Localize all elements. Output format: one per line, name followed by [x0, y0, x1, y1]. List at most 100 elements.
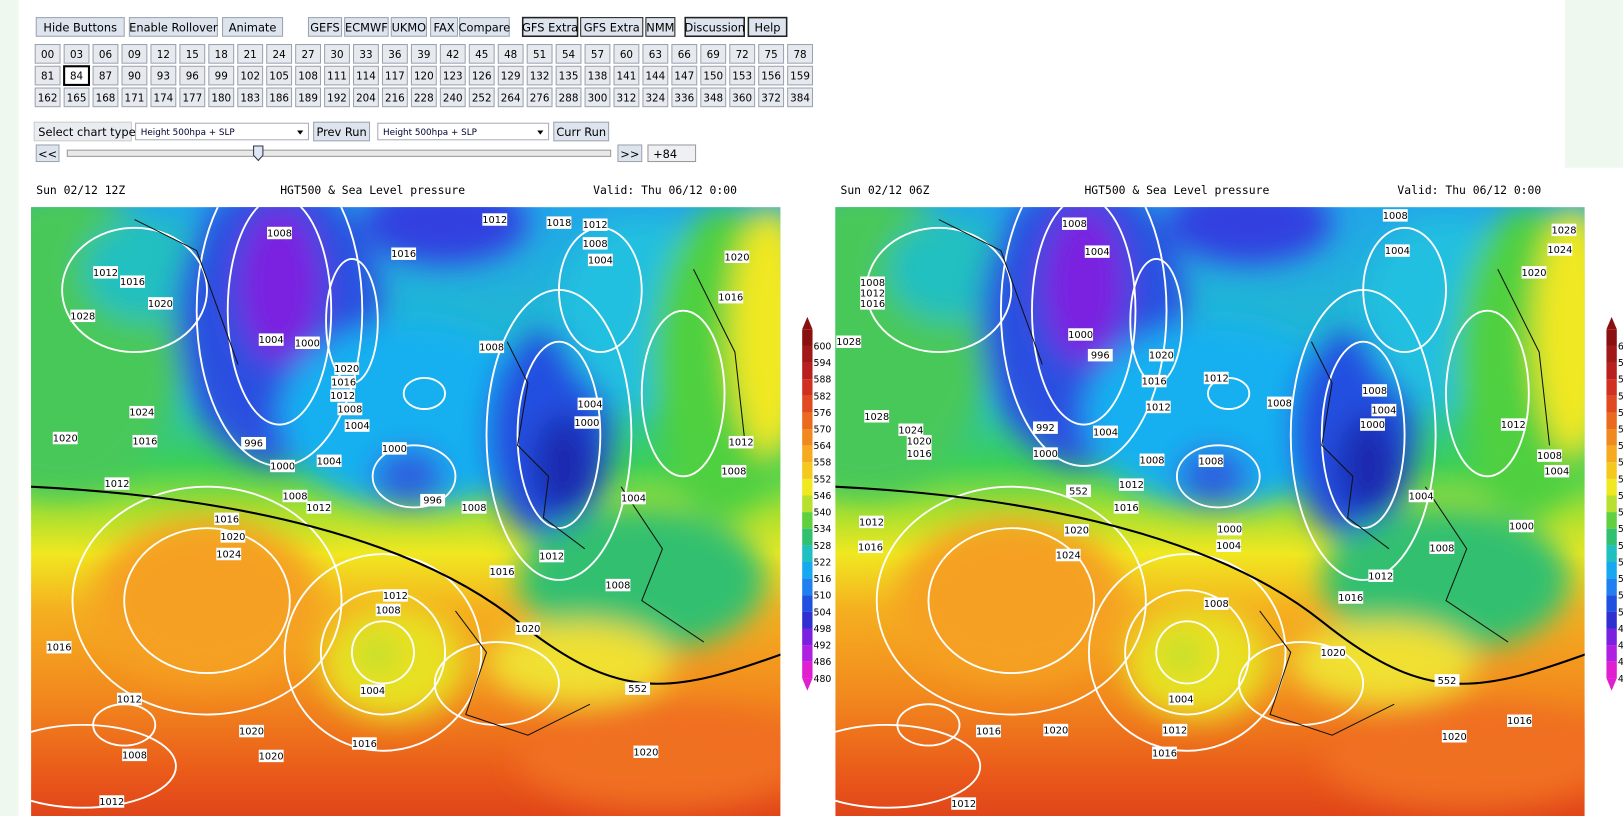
hour-button[interactable]: 72 — [729, 44, 756, 64]
hour-button[interactable]: 30 — [324, 44, 350, 64]
hour-button[interactable]: 162 — [34, 87, 61, 108]
hour-button[interactable]: 150 — [700, 65, 727, 86]
hour-button[interactable]: 159 — [787, 65, 814, 86]
hour-button[interactable]: 144 — [642, 65, 669, 86]
hour-button[interactable]: 336 — [671, 87, 698, 108]
chart-type-select[interactable]: Height 500hpa + SLP — [135, 122, 309, 141]
hour-button[interactable]: 09 — [121, 44, 148, 64]
hour-button[interactable]: 102 — [237, 65, 264, 86]
toolbar-button[interactable]: Hide Buttons — [35, 17, 125, 37]
hour-button[interactable]: 48 — [497, 44, 524, 64]
hour-button[interactable]: 105 — [266, 65, 293, 86]
hour-button[interactable]: 129 — [497, 65, 524, 86]
hour-button[interactable]: 39 — [410, 44, 437, 64]
hour-button[interactable]: 51 — [526, 44, 553, 64]
toolbar-button[interactable]: Help — [747, 16, 788, 38]
hour-button[interactable]: 15 — [179, 44, 206, 64]
hour-button[interactable]: 228 — [410, 87, 437, 108]
hour-button[interactable]: 18 — [208, 44, 235, 64]
hour-button[interactable]: 75 — [758, 44, 785, 64]
hour-button[interactable]: 240 — [439, 87, 466, 108]
hour-button[interactable]: 57 — [584, 44, 611, 64]
toolbar-button[interactable]: Compare — [459, 17, 511, 37]
toolbar-button[interactable]: GFS Extra — [521, 16, 579, 38]
hour-button[interactable]: 06 — [92, 44, 119, 64]
hour-button[interactable]: 372 — [758, 87, 785, 108]
hour-button[interactable]: 81 — [34, 65, 61, 86]
hour-button[interactable]: 87 — [92, 65, 119, 86]
hour-button[interactable]: 324 — [642, 87, 669, 108]
hour-button[interactable]: 96 — [179, 65, 206, 86]
hour-button[interactable]: 24 — [266, 44, 293, 64]
hour-button[interactable]: 114 — [353, 65, 379, 86]
hour-button[interactable]: 183 — [237, 87, 264, 108]
hour-button[interactable]: 66 — [671, 44, 698, 64]
hour-button[interactable]: 69 — [700, 44, 727, 64]
chart-type-select[interactable]: Height 500hpa + SLP — [377, 122, 550, 141]
hour-button[interactable]: 384 — [787, 87, 814, 108]
hour-button[interactable]: 138 — [584, 65, 611, 86]
hour-button[interactable]: 165 — [63, 87, 90, 108]
hour-button[interactable]: 108 — [295, 65, 322, 86]
hour-button[interactable]: 300 — [584, 87, 611, 108]
hour-button[interactable]: 168 — [92, 87, 119, 108]
hour-button[interactable]: 33 — [353, 44, 379, 64]
hour-button[interactable]: 288 — [555, 87, 582, 108]
hour-button[interactable]: 63 — [642, 44, 669, 64]
hour-button[interactable]: 27 — [295, 44, 322, 64]
toolbar-button[interactable]: GFS Extra — [580, 17, 644, 37]
hour-button[interactable]: 141 — [613, 65, 640, 86]
hour-button[interactable]: 126 — [468, 65, 495, 86]
hour-button[interactable]: 189 — [295, 87, 322, 108]
hour-button[interactable]: 93 — [150, 65, 177, 86]
hour-button[interactable]: 117 — [381, 65, 408, 86]
hour-button[interactable]: 03 — [63, 44, 90, 64]
toolbar-button[interactable]: GEFS — [307, 17, 343, 37]
hour-button[interactable]: 42 — [439, 44, 466, 64]
toolbar-button[interactable]: Discussion — [684, 16, 745, 38]
hour-button[interactable]: 252 — [468, 87, 495, 108]
hour-button[interactable]: 123 — [439, 65, 466, 86]
prev-run-button[interactable]: Prev Run — [313, 121, 371, 142]
hour-button[interactable]: 111 — [324, 65, 350, 86]
hour-button[interactable]: 180 — [208, 87, 235, 108]
hour-button[interactable]: 177 — [179, 87, 206, 108]
hour-button[interactable]: 36 — [381, 44, 408, 64]
back-button[interactable]: << — [35, 144, 60, 163]
hour-button[interactable]: 60 — [613, 44, 640, 64]
hour-button[interactable]: 90 — [121, 65, 148, 86]
hour-button[interactable]: 264 — [497, 87, 524, 108]
hour-button[interactable]: 84 — [63, 65, 91, 86]
toolbar-button[interactable]: Enable Rollover — [128, 17, 218, 37]
hour-button[interactable]: 216 — [381, 87, 408, 108]
hour-button[interactable]: 78 — [787, 44, 814, 64]
hour-button[interactable]: 54 — [555, 44, 582, 64]
curr-run-button[interactable]: Curr Run — [553, 121, 610, 142]
hour-button[interactable]: 135 — [555, 65, 582, 86]
hour-button[interactable]: 171 — [121, 87, 148, 108]
hour-button[interactable]: 120 — [410, 65, 437, 86]
hour-button[interactable]: 99 — [208, 65, 235, 86]
toolbar-button[interactable]: UKMO — [390, 17, 427, 37]
hour-button[interactable]: 360 — [729, 87, 756, 108]
hour-button[interactable]: 132 — [526, 65, 553, 86]
toolbar-button[interactable]: NMM — [645, 17, 676, 37]
hour-button[interactable]: 186 — [266, 87, 293, 108]
hour-button[interactable]: 12 — [150, 44, 177, 64]
hour-button[interactable]: 45 — [468, 44, 495, 64]
toolbar-button[interactable]: Animate — [222, 17, 284, 37]
forward-button[interactable]: >> — [617, 144, 643, 163]
hour-button[interactable]: 276 — [526, 87, 553, 108]
hour-button[interactable]: 153 — [729, 65, 756, 86]
hour-button[interactable]: 348 — [700, 87, 727, 108]
hour-button[interactable]: 147 — [671, 65, 698, 86]
slider-thumb[interactable] — [253, 145, 264, 162]
hour-button[interactable]: 156 — [758, 65, 785, 86]
hour-button[interactable]: 192 — [324, 87, 350, 108]
hour-button[interactable]: 174 — [150, 87, 177, 108]
hour-button[interactable]: 00 — [34, 44, 61, 64]
hour-button[interactable]: 204 — [353, 87, 379, 108]
hour-button[interactable]: 21 — [237, 44, 264, 64]
toolbar-button[interactable]: ECMWF — [344, 17, 389, 37]
hour-button[interactable]: 312 — [613, 87, 640, 108]
